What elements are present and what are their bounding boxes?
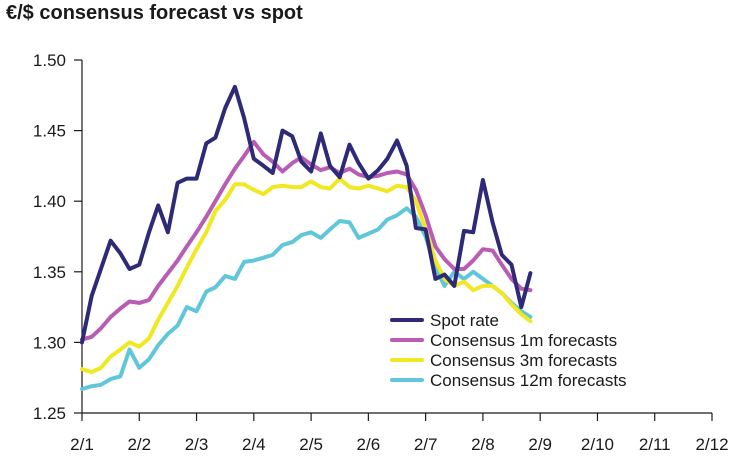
chart-title: €/$ consensus forecast vs spot — [6, 2, 303, 24]
series-line-spot-rate — [80, 84, 533, 345]
x-tick-label: 2/11 — [639, 435, 671, 454]
x-tick-label: 2/6 — [357, 435, 381, 454]
legend-label: Consensus 12m forecasts — [430, 371, 627, 390]
x-tick-label: 2/12 — [695, 435, 728, 454]
y-tick-label: 1.35 — [33, 263, 66, 282]
x-tick-label: 2/4 — [242, 435, 266, 454]
axes: 1.25 1.30 1.35 1.40 1.45 1.50 2/1 2/2 2/3 2/4 2/5 2… — [33, 51, 729, 454]
x-tick-label: 2/8 — [471, 435, 495, 454]
legend-label: Spot rate — [430, 311, 499, 330]
x-tick-label: 2/3 — [185, 435, 209, 454]
y-tick-label: 1.25 — [33, 404, 66, 423]
x-tick-label: 2/5 — [299, 435, 323, 454]
y-tick-label: 1.30 — [33, 333, 66, 352]
y-tick-label: 1.50 — [33, 51, 66, 70]
series-lines — [80, 84, 533, 391]
x-tick-label: 2/9 — [528, 435, 552, 454]
x-tick-label: 2/1 — [70, 435, 94, 454]
x-tick-label: 2/7 — [414, 435, 438, 454]
y-tick-label: 1.45 — [33, 122, 66, 141]
x-tick-label: 2/2 — [127, 435, 151, 454]
y-tick-label: 1.40 — [33, 192, 66, 211]
legend-label: Consensus 3m forecasts — [430, 351, 617, 370]
x-tick-label: 2/10 — [581, 435, 614, 454]
legend-label: Consensus 1m forecasts — [430, 331, 617, 350]
